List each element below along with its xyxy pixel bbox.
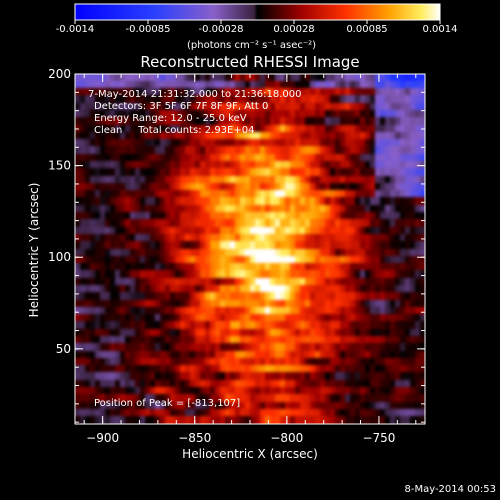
colorbar-unit: (photons cm⁻² s⁻¹ asec⁻²) <box>187 40 317 51</box>
colorbar-tick-label: 0.00028 <box>273 24 315 35</box>
colorbar-tick-label: -0.0014 <box>55 24 95 35</box>
x-tick-label: −850 <box>178 431 211 445</box>
x-tick-label: −750 <box>362 431 395 445</box>
colorbar-tick-label: 0.0014 <box>422 24 458 35</box>
x-tick-label: −800 <box>270 431 303 445</box>
info-peak: Position of Peak = [-813,107] <box>94 398 241 409</box>
heatmap-image <box>75 74 425 424</box>
colorbar-gradient <box>74 3 441 21</box>
info-detectors: Detectors: 3F 5F 6F 7F 8F 9F, Att 0 <box>94 101 269 112</box>
x-axis-label: Heliocentric X (arcsec) <box>182 447 318 461</box>
chart-title: Reconstructed RHESSI Image <box>140 53 360 71</box>
info-counts: Clean Total counts: 2.93E+04 <box>94 125 255 136</box>
y-tick-label: 100 <box>48 250 71 264</box>
y-axis-label: Heliocentric Y (arcsec) <box>27 182 41 318</box>
info-time-range: 7-May-2014 21:31:32.000 to 21:36:18.000 <box>88 89 302 100</box>
y-tick-label: 50 <box>56 342 71 356</box>
colorbar-tick-label: 0.00085 <box>346 24 388 35</box>
colorbar-tick-label: -0.00085 <box>125 24 171 35</box>
y-tick-label: 150 <box>48 159 71 173</box>
x-tick-label: −900 <box>86 431 119 445</box>
info-energy: Energy Range: 12.0 - 25.0 keV <box>94 113 247 124</box>
footer-timestamp: 8-May-2014 00:53 <box>404 484 496 495</box>
colorbar <box>74 3 441 24</box>
y-tick-label: 200 <box>48 67 71 81</box>
colorbar-tick-label: -0.00028 <box>198 24 244 35</box>
